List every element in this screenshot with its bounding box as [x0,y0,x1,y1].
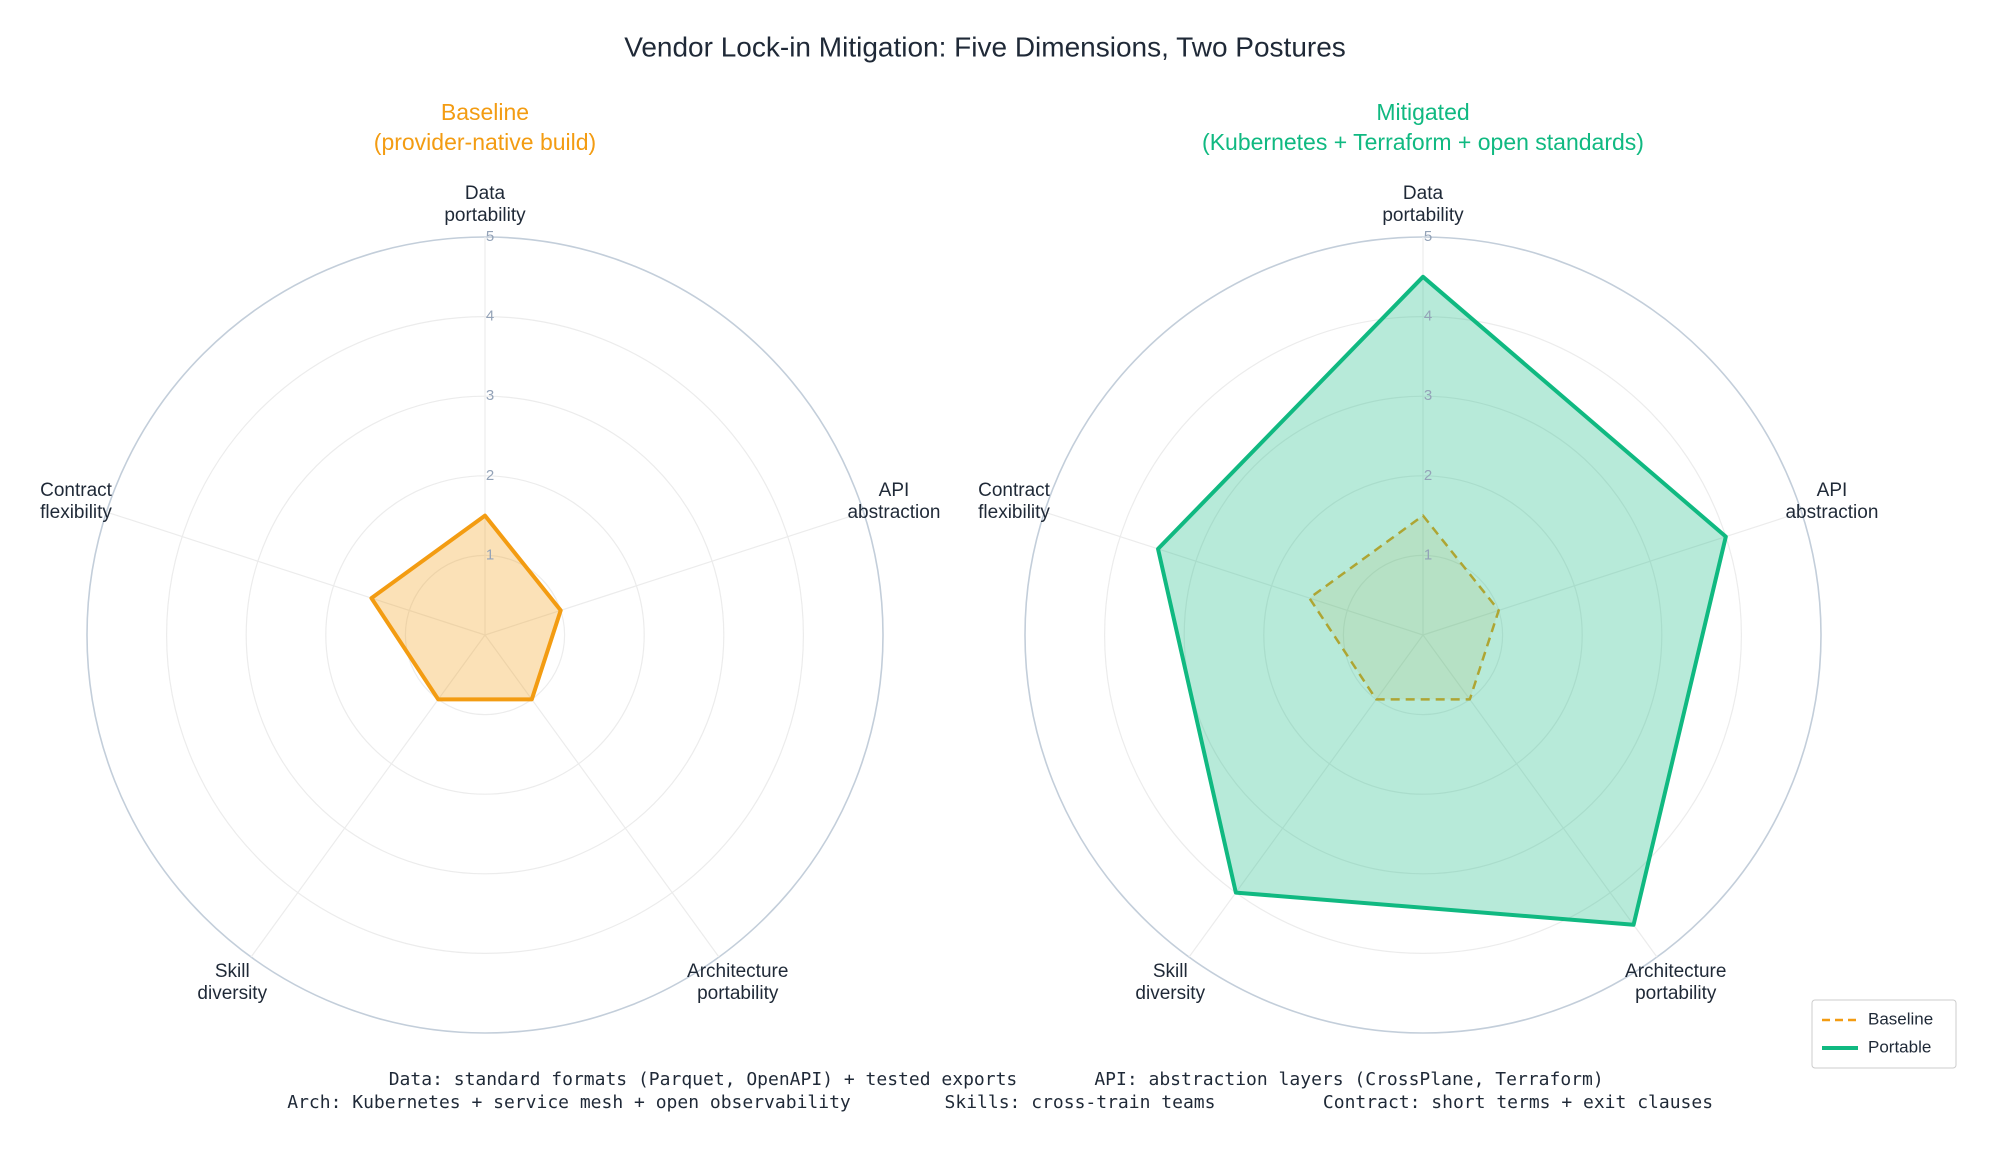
legend-label: Portable [1868,1037,1931,1056]
legend-label: Baseline [1868,1009,1933,1028]
r-tick-label: 3 [1424,387,1432,404]
r-tick-label: 5 [486,228,494,245]
category-label: Data portability [444,183,526,226]
radar-area [1308,514,1500,701]
legend-box [1811,999,1957,1069]
note: Contract: short terms + exit clauses [1323,1092,1713,1113]
r-tick-label: 4 [1424,308,1432,325]
note: Skills: cross-train teams [945,1092,1216,1113]
r-tick-label: 3 [486,387,494,404]
spoke [1188,634,1424,958]
category-label: Data portability [1382,183,1464,226]
r-tick-label: 5 [1424,228,1432,245]
category-label: Skill diversity [197,961,267,1004]
category-label: Contract flexibility [978,480,1051,523]
r-tick-label: 1 [486,546,494,563]
r-tick-label: 1 [1424,546,1432,563]
subplot-subtitle: (Kubernetes + Terraform + open standards… [1202,129,1644,155]
category-label: API abstraction [847,480,940,523]
category-label: Architecture portability [1625,961,1726,1004]
subplot-subtitle: (provider-native build) [374,129,596,155]
spoke [1044,511,1424,636]
r-tick-label: 2 [486,467,494,484]
subplot-title: Baseline [441,99,529,125]
r-tick-label: 2 [1424,467,1432,484]
radar-area [1156,274,1728,927]
spoke [250,634,486,958]
spoke [1422,634,1658,958]
spoke [106,511,486,636]
radar-area [369,513,563,702]
r-tick-label: 4 [486,308,494,325]
category-label: API abstraction [1785,480,1878,523]
spoke [484,511,864,636]
page-title: Vendor Lock-in Mitigation: Five Dimensio… [624,31,1346,62]
spoke [1422,511,1802,636]
category-label: Architecture portability [687,961,788,1004]
subplot-title: Mitigated [1376,99,1469,125]
note: API: abstraction layers (CrossPlane, Ter… [1094,1069,1603,1090]
category-label: Skill diversity [1135,961,1205,1004]
note: Data: standard formats (Parquet, OpenAPI… [389,1069,1018,1090]
note: Arch: Kubernetes + service mesh + open o… [287,1092,851,1113]
category-label: Contract flexibility [40,480,113,523]
spoke [484,634,720,958]
